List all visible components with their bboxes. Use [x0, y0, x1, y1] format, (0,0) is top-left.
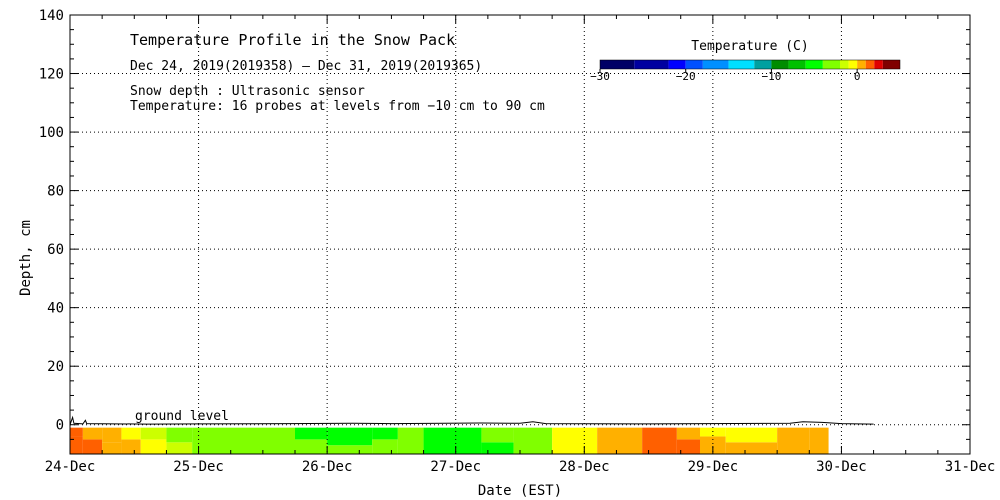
heatmap-cell — [166, 442, 193, 454]
heatmap-cell — [513, 427, 553, 454]
x-tick-label: 25-Dec — [173, 459, 224, 475]
chart-title: Temperature Profile in the Snow Pack — [130, 31, 455, 49]
heatmap-cell — [327, 427, 373, 446]
info-line-snow-depth: Snow depth : Ultrasonic sensor — [130, 84, 365, 99]
heatmap-cell — [372, 439, 398, 454]
heatmap-cell — [295, 427, 328, 440]
heatmap-cell — [70, 427, 83, 437]
x-tick-label: 26-Dec — [302, 459, 353, 475]
date-range: Dec 24, 2019(2019358) – Dec 31, 2019(201… — [130, 59, 482, 74]
x-tick-label: 31-Dec — [945, 459, 996, 475]
info-line-temperature: Temperature: 16 probes at levels from −1… — [130, 99, 545, 114]
plot-frame — [69, 14, 971, 455]
temperature-heatmap — [70, 427, 829, 454]
heatmap-cell — [295, 439, 328, 454]
y-tick-label: 0 — [56, 418, 64, 434]
colorbar-band — [805, 60, 823, 69]
colorbar-band — [685, 60, 703, 69]
y-axis-label: Depth, cm — [18, 220, 34, 296]
y-tick-label: 80 — [47, 184, 64, 200]
colorbar-band — [728, 60, 755, 69]
heatmap-cell — [597, 427, 643, 454]
heatmap-cell — [423, 427, 482, 454]
heatmap-cell — [481, 427, 514, 443]
y-tick-label: 20 — [47, 359, 64, 375]
heatmap-cell — [121, 427, 141, 440]
colorbar-band — [840, 60, 849, 69]
y-tick-label: 120 — [39, 67, 64, 83]
heatmap-cell — [642, 427, 677, 454]
y-tick-label: 140 — [39, 8, 64, 24]
y-tick-label: 100 — [39, 125, 64, 141]
colorbar-band — [702, 60, 729, 69]
heatmap-cell — [140, 439, 167, 454]
heatmap-cell — [327, 445, 373, 454]
colorbar-band — [882, 60, 900, 69]
colorbar-band — [822, 60, 840, 69]
heatmap-cell — [481, 442, 514, 454]
heatmap-cell — [102, 427, 122, 443]
y-tick-label: 40 — [47, 301, 64, 317]
snow-depth-trace — [69, 415, 874, 425]
temperature-legend: Temperature (C) −30 −20 −10 0 — [590, 39, 901, 83]
heatmap-cell — [70, 436, 83, 454]
heatmap-cell — [102, 442, 122, 454]
x-tick-label: 27-Dec — [430, 459, 481, 475]
x-tick-label: 30-Dec — [816, 459, 867, 475]
colorbar — [599, 59, 901, 70]
heatmap-cell — [725, 427, 778, 443]
heatmap-cell — [676, 439, 700, 454]
heatmap-cell — [82, 427, 103, 440]
ground-level-annotation: ground level — [135, 409, 229, 424]
x-axis-ticks: 24-Dec 25-Dec 26-Dec 27-Dec 28-Dec 29-Dec 30-D… — [45, 15, 996, 475]
colorbar-tick-label: 0 — [854, 70, 861, 83]
heatmap-cell — [725, 442, 778, 454]
colorbar-band — [634, 60, 669, 69]
heatmap-cell — [552, 427, 598, 454]
colorbar-band — [771, 60, 789, 69]
heatmap-cell — [140, 427, 167, 440]
heatmap-cell — [397, 427, 424, 454]
heatmap-cell — [777, 427, 810, 454]
x-tick-label: 29-Dec — [688, 459, 739, 475]
colorbar-tick-label: −30 — [590, 70, 610, 83]
heatmap-cell — [700, 436, 726, 454]
y-tick-label: 60 — [47, 242, 64, 258]
heatmap-cell — [676, 427, 700, 440]
heatmap-cell — [82, 439, 103, 454]
colorbar-band — [754, 60, 772, 69]
colorbar-band — [668, 60, 686, 69]
colorbar-tick-label: −10 — [761, 70, 781, 83]
colorbar-band — [600, 60, 635, 69]
y-axis-ticks: 0 20 40 60 80 100 120 140 — [39, 8, 970, 455]
colorbar-border — [599, 59, 901, 70]
x-tick-label: 24-Dec — [45, 459, 96, 475]
colorbar-tick-label: −20 — [676, 70, 696, 83]
colorbar-band — [857, 60, 866, 69]
colorbar-band — [788, 60, 806, 69]
heatmap-cell — [372, 427, 398, 440]
grid-lines — [70, 15, 970, 454]
x-axis-label: Date (EST) — [478, 483, 562, 499]
x-tick-label: 28-Dec — [559, 459, 610, 475]
heatmap-cell — [700, 427, 726, 437]
heatmap-cell — [121, 439, 141, 454]
colorbar-band — [865, 60, 875, 69]
colorbar-band — [848, 60, 858, 69]
heatmap-cell — [809, 427, 829, 454]
colorbar-ticks: −30 −20 −10 0 — [590, 69, 860, 83]
heatmap-cell — [166, 427, 193, 443]
heatmap-cell — [192, 427, 295, 454]
legend-title: Temperature (C) — [691, 39, 808, 54]
colorbar-band — [874, 60, 883, 69]
